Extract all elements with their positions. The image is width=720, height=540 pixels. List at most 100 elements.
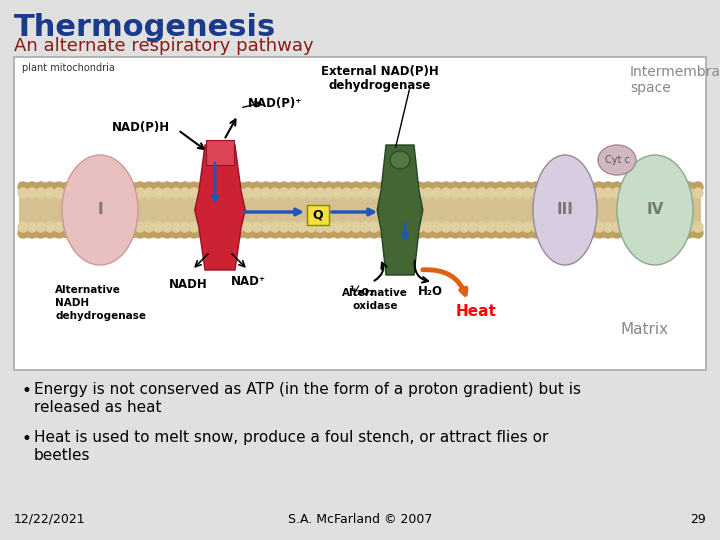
Circle shape: [324, 228, 334, 238]
Circle shape: [423, 228, 433, 238]
Circle shape: [585, 222, 595, 232]
Circle shape: [612, 228, 622, 238]
Circle shape: [162, 182, 172, 192]
Circle shape: [621, 222, 631, 232]
Circle shape: [495, 182, 505, 192]
Circle shape: [621, 188, 631, 198]
Text: Heat is used to melt snow, produce a foul stench, or attract flies or: Heat is used to melt snow, produce a fou…: [34, 430, 549, 445]
Circle shape: [648, 182, 658, 192]
Circle shape: [297, 222, 307, 232]
Circle shape: [486, 222, 496, 232]
Circle shape: [225, 222, 235, 232]
Circle shape: [18, 222, 28, 232]
Circle shape: [549, 228, 559, 238]
Circle shape: [342, 182, 352, 192]
Circle shape: [432, 188, 442, 198]
Circle shape: [198, 188, 208, 198]
Text: Cyt c: Cyt c: [605, 155, 629, 165]
Text: NADH: NADH: [168, 278, 207, 291]
Circle shape: [648, 188, 658, 198]
Circle shape: [216, 222, 226, 232]
Circle shape: [639, 188, 649, 198]
Circle shape: [270, 228, 280, 238]
Circle shape: [675, 222, 685, 232]
Circle shape: [126, 228, 136, 238]
Circle shape: [144, 222, 154, 232]
Circle shape: [54, 182, 64, 192]
Circle shape: [45, 228, 55, 238]
Circle shape: [684, 222, 694, 232]
Circle shape: [351, 222, 361, 232]
Circle shape: [603, 182, 613, 192]
Circle shape: [549, 188, 559, 198]
Circle shape: [288, 228, 298, 238]
Circle shape: [27, 222, 37, 232]
Circle shape: [36, 182, 46, 192]
Circle shape: [459, 222, 469, 232]
Circle shape: [144, 182, 154, 192]
Circle shape: [63, 228, 73, 238]
Circle shape: [180, 228, 190, 238]
Circle shape: [594, 182, 604, 192]
Circle shape: [666, 188, 676, 198]
Circle shape: [630, 182, 640, 192]
Circle shape: [675, 182, 685, 192]
Circle shape: [513, 222, 523, 232]
Circle shape: [171, 188, 181, 198]
Circle shape: [657, 182, 667, 192]
Circle shape: [243, 188, 253, 198]
Circle shape: [234, 228, 244, 238]
Circle shape: [297, 228, 307, 238]
Circle shape: [126, 188, 136, 198]
Circle shape: [333, 182, 343, 192]
Text: Alternative
NADH
dehydrogenase: Alternative NADH dehydrogenase: [55, 285, 146, 321]
Circle shape: [369, 182, 379, 192]
Circle shape: [522, 182, 532, 192]
Circle shape: [360, 222, 370, 232]
Circle shape: [567, 188, 577, 198]
Circle shape: [693, 182, 703, 192]
Circle shape: [252, 228, 262, 238]
Circle shape: [594, 188, 604, 198]
Circle shape: [270, 182, 280, 192]
Circle shape: [693, 222, 703, 232]
Circle shape: [522, 188, 532, 198]
Circle shape: [486, 182, 496, 192]
Circle shape: [27, 182, 37, 192]
Circle shape: [306, 188, 316, 198]
Circle shape: [315, 188, 325, 198]
Circle shape: [513, 228, 523, 238]
Circle shape: [576, 188, 586, 198]
Circle shape: [531, 188, 541, 198]
Circle shape: [675, 228, 685, 238]
Circle shape: [441, 222, 451, 232]
Circle shape: [558, 228, 568, 238]
Circle shape: [486, 228, 496, 238]
Circle shape: [99, 182, 109, 192]
Text: Q: Q: [312, 208, 323, 221]
Text: ½o₂: ½o₂: [349, 285, 374, 298]
Circle shape: [324, 222, 334, 232]
Circle shape: [216, 228, 226, 238]
Circle shape: [171, 228, 181, 238]
Text: Matrix: Matrix: [620, 322, 668, 337]
Circle shape: [360, 188, 370, 198]
Circle shape: [72, 228, 82, 238]
Circle shape: [477, 228, 487, 238]
Circle shape: [54, 228, 64, 238]
Circle shape: [315, 222, 325, 232]
Circle shape: [288, 222, 298, 232]
Circle shape: [585, 188, 595, 198]
Circle shape: [441, 182, 451, 192]
Circle shape: [261, 228, 271, 238]
Circle shape: [630, 228, 640, 238]
Circle shape: [495, 222, 505, 232]
Circle shape: [648, 228, 658, 238]
Circle shape: [162, 188, 172, 198]
Circle shape: [117, 222, 127, 232]
Circle shape: [225, 182, 235, 192]
Circle shape: [576, 182, 586, 192]
Text: Energy is not conserved as ATP (in the form of a proton gradient) but is: Energy is not conserved as ATP (in the f…: [34, 382, 581, 397]
Circle shape: [468, 228, 478, 238]
Circle shape: [279, 228, 289, 238]
